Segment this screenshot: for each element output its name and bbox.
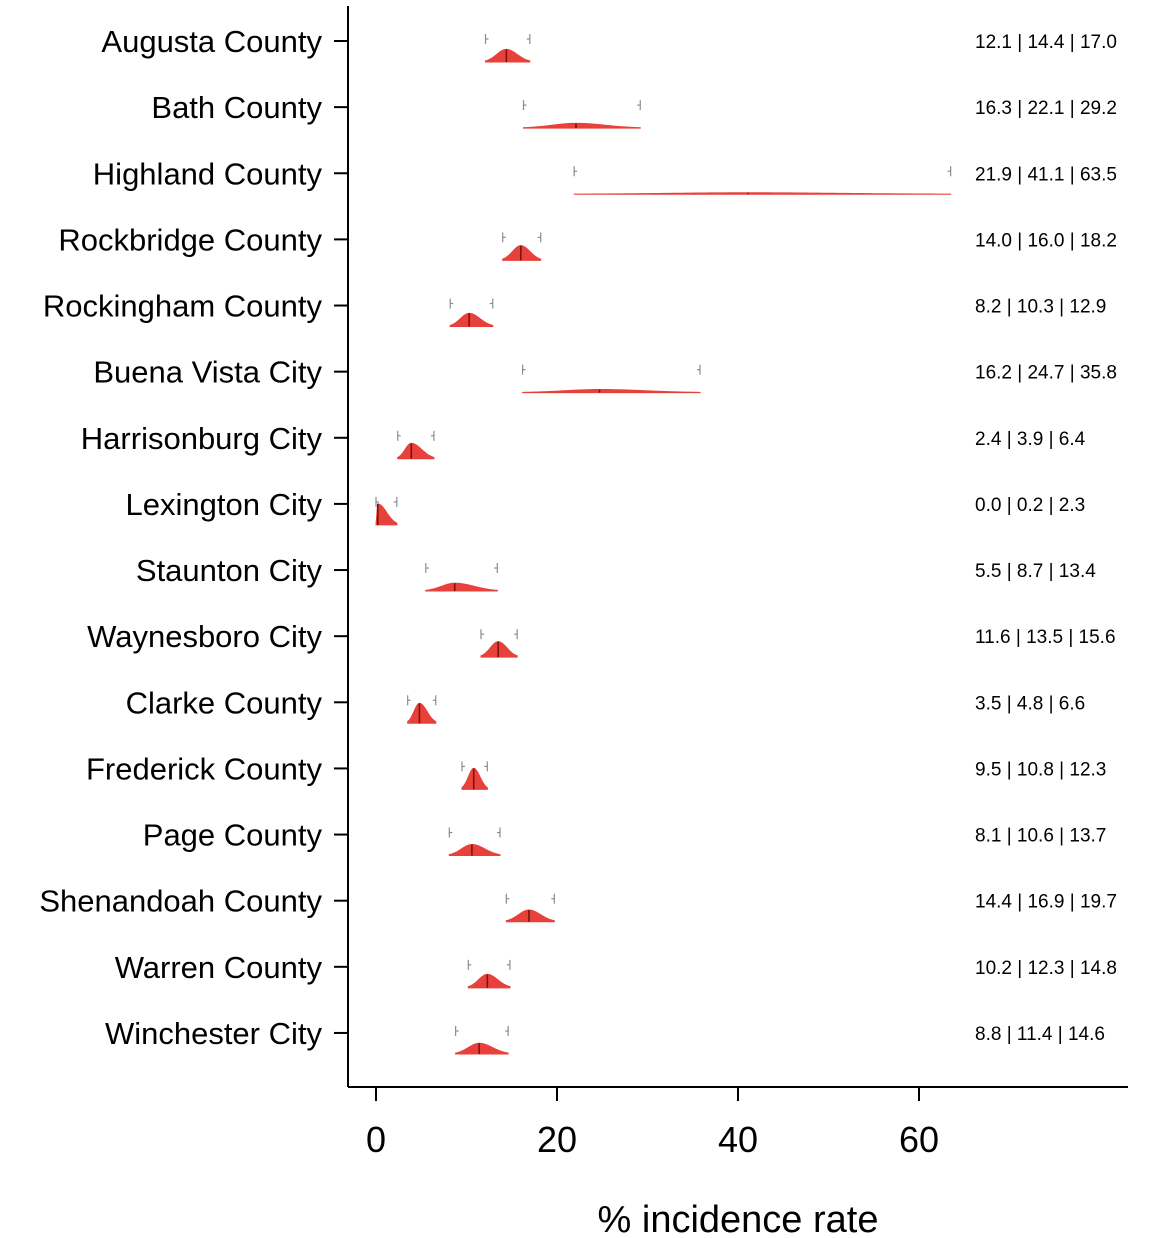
row-9: Waynesboro City 11.6 | 13.5 | 15.6 xyxy=(87,619,1116,658)
density-shape xyxy=(480,641,518,658)
row-1: Bath County 16.3 | 22.1 | 29.2 xyxy=(151,90,1117,129)
category-label: Warren County xyxy=(115,950,323,985)
category-label: Page County xyxy=(143,818,323,853)
category-label: Rockingham County xyxy=(43,289,323,324)
row-2: Highland County 21.9 | 41.1 | 63.5 xyxy=(93,156,1117,195)
row-10: Clarke County 3.5 | 4.8 | 6.6 xyxy=(126,685,1085,724)
row-5: Buena Vista City 16.2 | 24.7 | 35.8 xyxy=(93,355,1117,394)
interval-label: 5.5 | 8.7 | 13.4 xyxy=(975,561,1096,582)
category-label: Staunton City xyxy=(136,553,323,588)
density-shape xyxy=(522,388,701,394)
category-label: Lexington City xyxy=(126,487,323,522)
row-4: Rockingham County 8.2 | 10.3 | 12.9 xyxy=(43,289,1106,328)
row-13: Shenandoah County 14.4 | 16.9 | 19.7 xyxy=(39,884,1117,923)
interval-label: 10.2 | 12.3 | 14.8 xyxy=(975,958,1117,979)
interval-label: 16.3 | 22.1 | 29.2 xyxy=(975,98,1117,119)
row-12: Page County 8.1 | 10.6 | 13.7 xyxy=(143,818,1106,857)
density-shape xyxy=(505,909,555,923)
category-label: Harrisonburg City xyxy=(81,421,323,456)
density-shape xyxy=(467,973,511,989)
interval-label: 2.4 | 3.9 | 6.4 xyxy=(975,429,1086,450)
density-shape xyxy=(455,1042,509,1055)
interval-label: 11.6 | 13.5 | 15.6 xyxy=(975,627,1116,648)
interval-label: 3.5 | 4.8 | 6.6 xyxy=(975,693,1085,714)
row-7: Lexington City 0.0 | 0.2 | 2.3 xyxy=(126,487,1085,526)
row-8: Staunton City 5.5 | 8.7 | 13.4 xyxy=(136,553,1096,592)
category-label: Buena Vista City xyxy=(93,355,322,390)
category-label: Highland County xyxy=(93,156,323,191)
interval-label: 16.2 | 24.7 | 35.8 xyxy=(975,363,1117,384)
density-shape xyxy=(523,122,641,129)
density-shape xyxy=(425,582,498,592)
density-shape xyxy=(461,767,488,790)
density-shape xyxy=(448,844,501,857)
interval-label: 9.5 | 10.8 | 12.3 xyxy=(975,759,1106,780)
row-15: Winchester City 8.8 | 11.4 | 14.6 xyxy=(105,1016,1105,1055)
density-shape xyxy=(375,503,398,526)
interval-label: 14.4 | 16.9 | 19.7 xyxy=(975,892,1117,913)
category-label: Winchester City xyxy=(105,1016,323,1051)
row-0: Augusta County 12.1 | 14.4 | 17.0 xyxy=(101,24,1117,63)
x-tick-label: 20 xyxy=(537,1119,577,1160)
interval-label: 21.9 | 41.1 | 63.5 xyxy=(975,164,1117,185)
row-11: Frederick County 9.5 | 10.8 | 12.3 xyxy=(86,751,1106,790)
density-shape xyxy=(397,442,435,460)
density-shape xyxy=(485,48,531,63)
category-label: Frederick County xyxy=(86,751,323,786)
x-tick-label: 0 xyxy=(366,1119,386,1160)
category-label: Augusta County xyxy=(101,24,322,59)
x-ticks: 0 20 40 60 xyxy=(366,1087,939,1160)
category-label: Clarke County xyxy=(126,685,323,720)
x-axis-title: % incidence rate xyxy=(598,1199,879,1238)
density-shape xyxy=(502,245,542,261)
row-6: Harrisonburg City 2.4 | 3.9 | 6.4 xyxy=(81,421,1086,460)
interval-label: 0.0 | 0.2 | 2.3 xyxy=(975,495,1085,516)
interval-label: 8.1 | 10.6 | 13.7 xyxy=(975,826,1106,847)
interval-label: 12.1 | 14.4 | 17.0 xyxy=(975,32,1117,53)
x-tick-label: 40 xyxy=(718,1119,758,1160)
category-label: Rockbridge County xyxy=(58,222,322,257)
x-tick-label: 60 xyxy=(899,1119,939,1160)
interval-label: 14.0 | 16.0 | 18.2 xyxy=(975,230,1117,251)
interval-label: 8.2 | 10.3 | 12.9 xyxy=(975,297,1106,318)
category-label: Bath County xyxy=(151,90,322,125)
density-shape xyxy=(407,702,437,724)
density-shape xyxy=(449,312,494,328)
category-label: Waynesboro City xyxy=(87,619,322,654)
density-shape xyxy=(573,192,952,195)
row-3: Rockbridge County 14.0 | 16.0 | 18.2 xyxy=(58,222,1117,261)
interval-label: 8.8 | 11.4 | 14.6 xyxy=(975,1024,1105,1045)
chart-rows: Augusta County 12.1 | 14.4 | 17.0 Bath Cou… xyxy=(39,24,1117,1055)
row-14: Warren County 10.2 | 12.3 | 14.8 xyxy=(115,950,1117,989)
category-label: Shenandoah County xyxy=(39,884,322,919)
